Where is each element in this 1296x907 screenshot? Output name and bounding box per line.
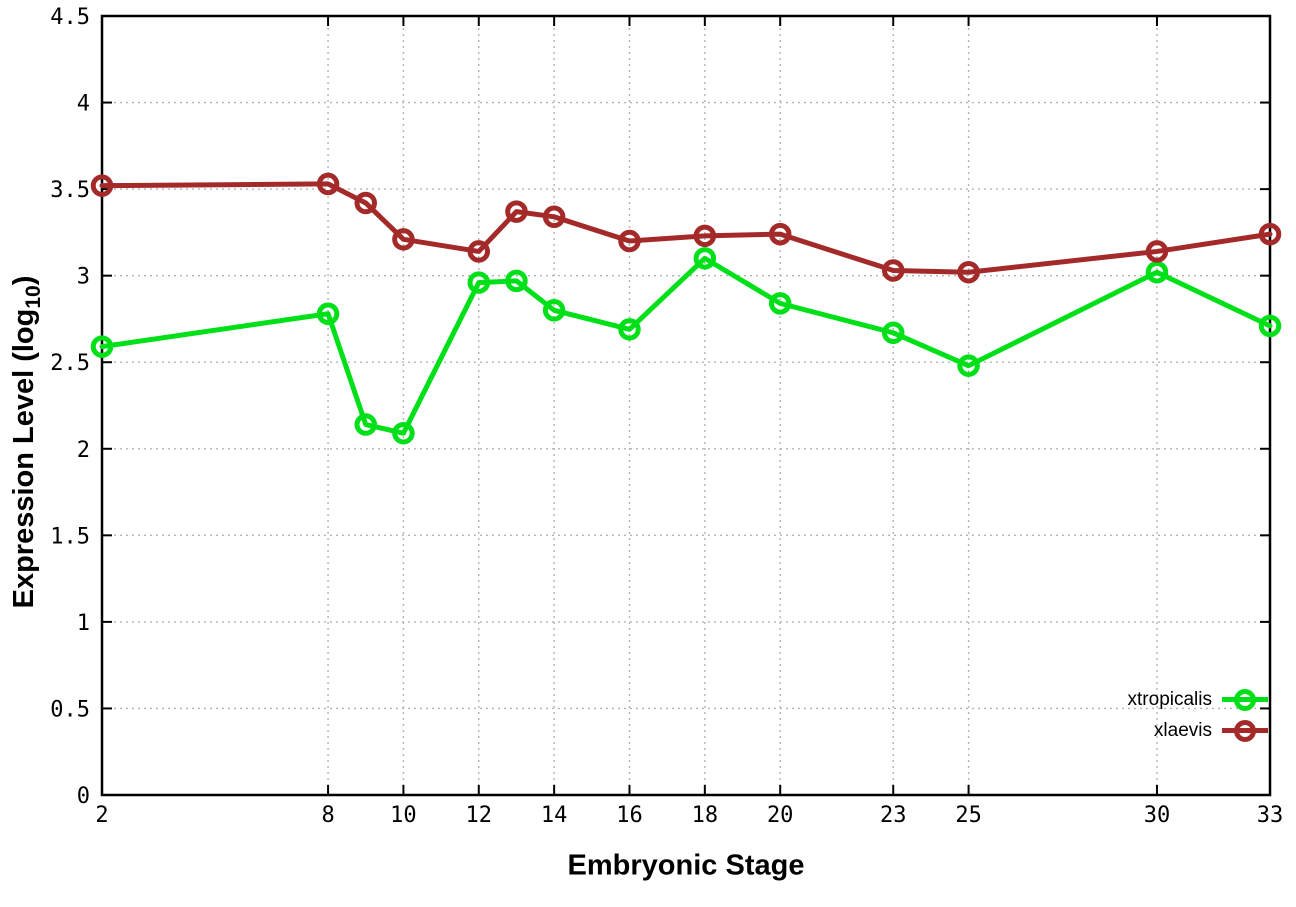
- x-tick-label: 14: [541, 803, 568, 828]
- data-point-xlaevis-18: [693, 224, 717, 248]
- data-point-xtropicalis-25: [957, 354, 980, 377]
- x-tick-label: 23: [880, 803, 907, 828]
- y-axis-title: Expression Level (log10): [8, 276, 46, 609]
- x-axis-title: Embryonic Stage: [567, 849, 805, 882]
- y-tick-label: 4.5: [50, 5, 90, 30]
- x-tick-label: 33: [1257, 803, 1284, 828]
- data-point-xtropicalis-33: [1258, 314, 1282, 338]
- data-point-xlaevis-2: [90, 174, 114, 197]
- y-tick-label: 1.5: [50, 524, 90, 549]
- series-line-xlaevis: [99, 181, 1273, 275]
- data-point-xlaevis-8: [316, 172, 340, 196]
- y-tick-label: 2: [77, 438, 90, 463]
- y-tick-label: 4: [77, 92, 90, 117]
- y-tick-label: 1: [77, 611, 90, 636]
- legend-item-xtropicalis: xtropicalis: [1128, 687, 1268, 712]
- x-tick-label: 18: [692, 803, 719, 828]
- data-point-xlaevis-20: [768, 222, 792, 246]
- x-tick-label: 16: [616, 803, 643, 828]
- data-point-xtropicalis-13: [505, 269, 528, 293]
- data-point-xlaevis-25: [957, 260, 980, 284]
- data-point-xtropicalis-30: [1145, 260, 1169, 284]
- series-line-xtropicalis: [99, 255, 1273, 436]
- data-point-xlaevis-9: [354, 191, 377, 215]
- y-axis-title-text: Expression Level (log: [8, 308, 40, 609]
- data-point-xlaevis-30: [1145, 240, 1169, 263]
- legend-item-xlaevis: xlaevis: [1154, 718, 1268, 743]
- data-point-xtropicalis-9: [354, 413, 377, 436]
- data-point-xtropicalis-12: [467, 271, 491, 294]
- legend-marker-xtropicalis: [1222, 687, 1268, 712]
- data-point-xlaevis-13: [505, 200, 528, 223]
- x-tick-label: 8: [321, 803, 334, 828]
- y-tick-label: 3: [77, 265, 90, 290]
- y-tick-label: 2.5: [50, 351, 90, 376]
- data-point-xtropicalis-18: [693, 247, 717, 270]
- legend-label-xlaevis: xlaevis: [1153, 719, 1212, 741]
- legend: xtropicalis xlaevis: [1128, 687, 1268, 743]
- data-point-xtropicalis-23: [881, 321, 905, 345]
- data-point-xlaevis-16: [618, 229, 641, 253]
- data-point-xtropicalis-14: [542, 299, 566, 322]
- data-point-xtropicalis-20: [768, 292, 792, 315]
- data-point-xlaevis-33: [1258, 222, 1282, 246]
- plot-border: [100, 14, 1272, 797]
- data-point-xlaevis-12: [467, 240, 491, 263]
- y-tick-label: 0: [77, 784, 90, 809]
- y-tick-label: 0.5: [50, 697, 90, 722]
- x-tick-label: 2: [95, 803, 108, 828]
- data-point-xlaevis-23: [881, 259, 905, 282]
- legend-marker-xlaevis: [1222, 718, 1268, 743]
- data-point-xtropicalis-2: [90, 335, 114, 358]
- data-point-xlaevis-14: [542, 205, 566, 229]
- legend-label-xtropicalis: xtropicalis: [1127, 688, 1212, 710]
- x-tick-label: 20: [767, 803, 794, 828]
- data-point-xtropicalis-8: [316, 302, 340, 326]
- legend-circle-marker: [1234, 688, 1256, 711]
- y-tick-label: 3.5: [50, 178, 90, 203]
- x-tick-label: 30: [1144, 803, 1171, 828]
- y-axis-title-suffix: ): [8, 275, 40, 286]
- x-tick-label: 10: [390, 803, 417, 828]
- data-point-xtropicalis-16: [618, 318, 641, 341]
- legend-circle-marker: [1234, 719, 1256, 742]
- data-point-xtropicalis-10: [392, 421, 415, 445]
- y-axis-title-subscript: 10: [22, 285, 45, 309]
- x-tick-label: 12: [466, 803, 493, 828]
- x-tick-label: 25: [955, 803, 982, 828]
- data-point-xlaevis-10: [392, 228, 415, 251]
